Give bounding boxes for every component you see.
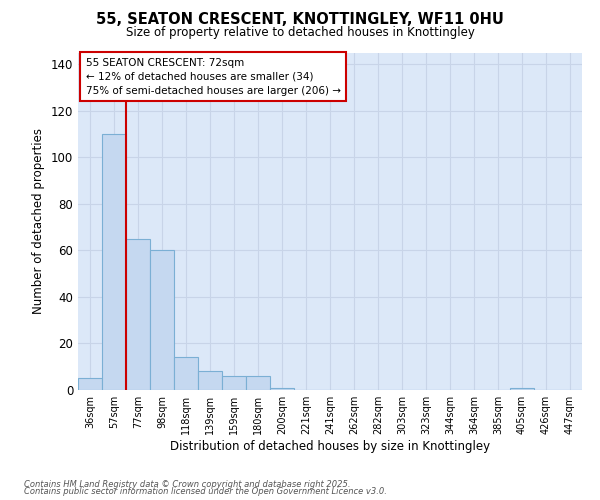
Text: Size of property relative to detached houses in Knottingley: Size of property relative to detached ho… bbox=[125, 26, 475, 39]
Bar bbox=[126, 238, 150, 390]
Text: Contains HM Land Registry data © Crown copyright and database right 2025.: Contains HM Land Registry data © Crown c… bbox=[24, 480, 350, 489]
Bar bbox=[150, 250, 174, 390]
Text: Contains public sector information licensed under the Open Government Licence v3: Contains public sector information licen… bbox=[24, 488, 387, 496]
Bar bbox=[198, 372, 222, 390]
Y-axis label: Number of detached properties: Number of detached properties bbox=[32, 128, 45, 314]
Bar bbox=[78, 378, 102, 390]
Bar bbox=[246, 376, 270, 390]
Text: 55, SEATON CRESCENT, KNOTTINGLEY, WF11 0HU: 55, SEATON CRESCENT, KNOTTINGLEY, WF11 0… bbox=[96, 12, 504, 28]
Bar bbox=[510, 388, 534, 390]
X-axis label: Distribution of detached houses by size in Knottingley: Distribution of detached houses by size … bbox=[170, 440, 490, 453]
Bar bbox=[102, 134, 126, 390]
Text: 55 SEATON CRESCENT: 72sqm
← 12% of detached houses are smaller (34)
75% of semi-: 55 SEATON CRESCENT: 72sqm ← 12% of detac… bbox=[86, 58, 341, 96]
Bar bbox=[174, 358, 198, 390]
Bar bbox=[222, 376, 246, 390]
Bar bbox=[270, 388, 294, 390]
